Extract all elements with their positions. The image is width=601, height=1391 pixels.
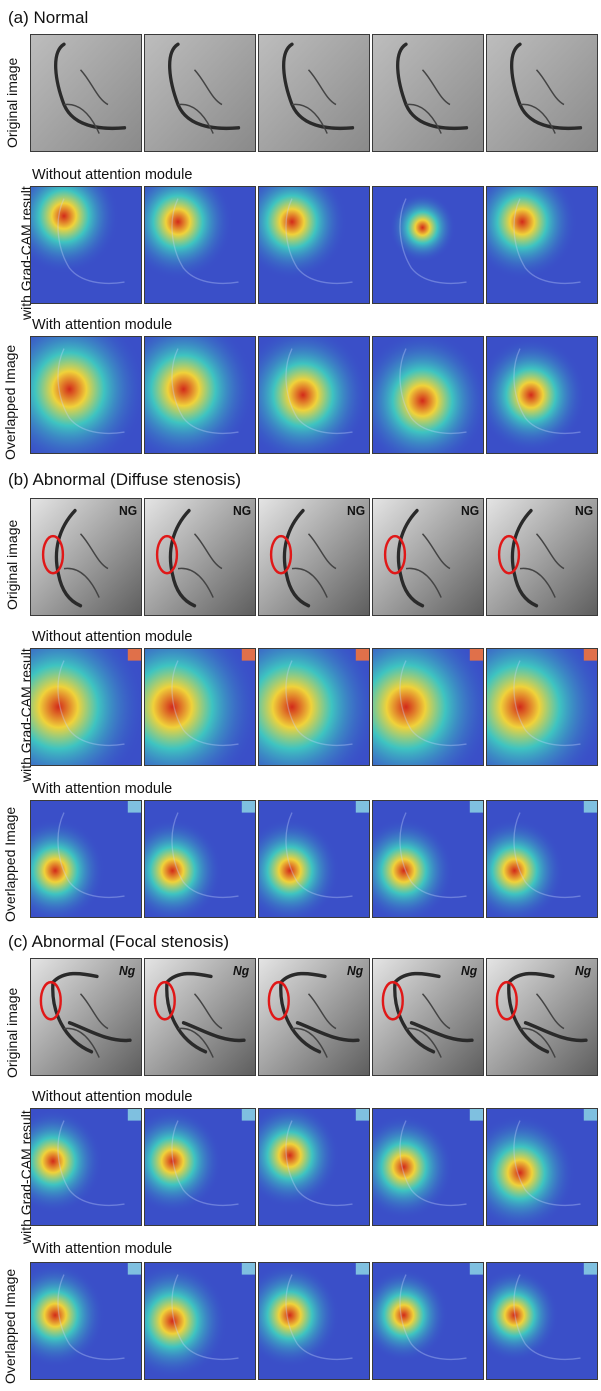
section-b-title: (b) Abnormal (Diffuse stenosis)	[8, 470, 242, 489]
gradcam-image-s2-r3-c1	[30, 800, 142, 918]
film-marker-label: NG	[575, 504, 593, 518]
gradcam-image-s1-r3-c5	[486, 336, 598, 454]
gradcam-image-s3-r3-c5	[486, 1262, 598, 1380]
gradcam-image-s2-r3-c2	[144, 800, 256, 918]
gradcam-image-s2-r3-c4	[372, 800, 484, 918]
gradcam-image-s3-r2-c1	[30, 1108, 142, 1226]
gradcam-image-s1-r3-c4	[372, 336, 484, 454]
gradcam-image-s1-r3-c1	[30, 336, 142, 454]
gradcam-image-s3-r3-c3	[258, 1262, 370, 1380]
gradcam-image-s1-r2-c5	[486, 186, 598, 304]
caption-b-without: Without attention module	[32, 629, 193, 645]
gradcam-image-s3-r2-c4	[372, 1108, 484, 1226]
angiogram-image-s3-r1-c5: Ng	[486, 958, 598, 1076]
side-label-original-a: Original image	[4, 57, 20, 148]
gradcam-image-s3-r2-c5	[486, 1108, 598, 1226]
angiogram-image-s3-r1-c4: Ng	[372, 958, 484, 1076]
film-marker-label: Ng	[119, 964, 136, 978]
side-label-original-c: Original image	[4, 987, 20, 1078]
side-label-overlapped-a: Overlapped Image	[2, 344, 18, 460]
film-marker-label: NG	[461, 504, 479, 518]
angiogram-image-s1-r1-c2	[144, 34, 256, 152]
film-marker-label: NG	[233, 504, 251, 518]
gradcam-image-s3-r2-c3	[258, 1108, 370, 1226]
gradcam-image-s1-r2-c2	[144, 186, 256, 304]
angiogram-image-s1-r1-c5	[486, 34, 598, 152]
angiogram-image-s1-r1-c3	[258, 34, 370, 152]
angiogram-image-s2-r1-c1: NG	[30, 498, 142, 616]
film-marker-label: Ng	[461, 964, 478, 978]
angiogram-image-s3-r1-c1: Ng	[30, 958, 142, 1076]
angiogram-image-s2-r1-c3: NG	[258, 498, 370, 616]
caption-c-with-b: With attention module	[32, 781, 173, 797]
gradcam-image-s2-r2-c3	[258, 648, 370, 766]
angiogram-image-s1-r1-c1	[30, 34, 142, 152]
gradcam-image-s2-r2-c2	[144, 648, 256, 766]
gradcam-image-s2-r3-c3	[258, 800, 370, 918]
gradcam-image-s1-r2-c4	[372, 186, 484, 304]
angiogram-image-s1-r1-c4	[372, 34, 484, 152]
gradcam-image-s1-r3-c2	[144, 336, 256, 454]
gradcam-image-s1-r2-c3	[258, 186, 370, 304]
angiogram-image-s3-r1-c3: Ng	[258, 958, 370, 1076]
angiogram-image-s3-r1-c2: Ng	[144, 958, 256, 1076]
gradcam-image-s2-r2-c4	[372, 648, 484, 766]
caption-a-with: With attention module	[32, 317, 173, 333]
film-marker-label: NG	[119, 504, 137, 518]
side-label-overlapped-b: Overlapped Image	[2, 806, 18, 922]
gradcam-image-s3-r3-c1	[30, 1262, 142, 1380]
gradcam-image-s2-r3-c5	[486, 800, 598, 918]
film-marker-label: Ng	[347, 964, 364, 978]
angiogram-image-s2-r1-c4: NG	[372, 498, 484, 616]
section-c-title: (c) Abnormal (Focal stenosis)	[8, 932, 230, 951]
gradcam-image-s3-r3-c4	[372, 1262, 484, 1380]
side-label-original-b: Original image	[4, 519, 20, 610]
film-marker-label: Ng	[233, 964, 250, 978]
gradcam-image-s1-r3-c3	[258, 336, 370, 454]
gradcam-image-s2-r2-c5	[486, 648, 598, 766]
caption-c-without: Without attention module	[32, 1089, 193, 1105]
gradcam-image-s2-r2-c1	[30, 648, 142, 766]
angiogram-image-s2-r1-c2: NG	[144, 498, 256, 616]
angiogram-image-s2-r1-c5: NG	[486, 498, 598, 616]
caption-c-with: With attention module	[32, 1241, 173, 1257]
gradcam-image-s1-r2-c1	[30, 186, 142, 304]
caption-a-without: Without attention module	[32, 167, 193, 183]
section-a-title: (a) Normal	[8, 8, 89, 27]
side-label-overlapped-c: Overlapped Image	[2, 1268, 18, 1384]
gradcam-image-s3-r2-c2	[144, 1108, 256, 1226]
gradcam-image-s3-r3-c2	[144, 1262, 256, 1380]
film-marker-label: NG	[347, 504, 365, 518]
film-marker-label: Ng	[575, 964, 592, 978]
